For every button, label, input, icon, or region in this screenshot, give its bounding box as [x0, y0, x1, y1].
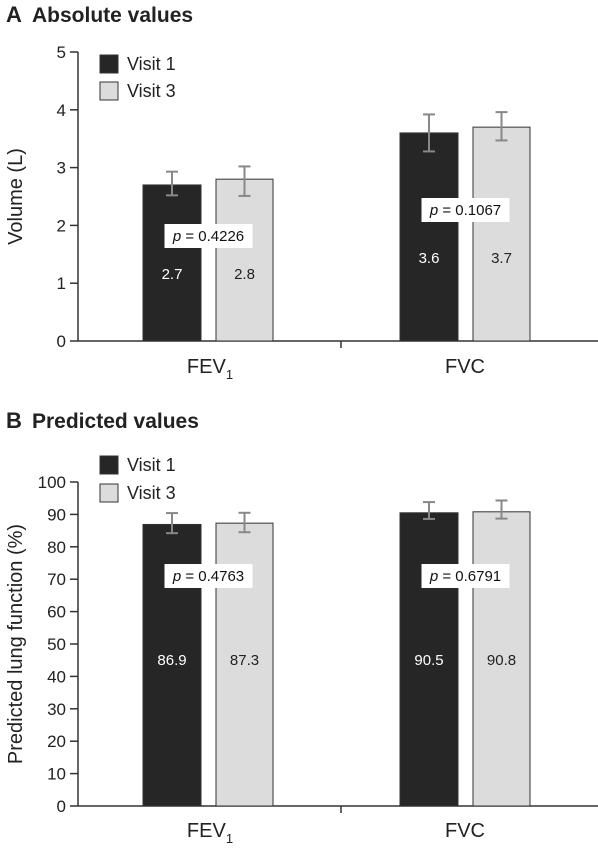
legend-swatch — [99, 455, 119, 475]
y-tick-label: 0 — [57, 332, 66, 351]
data-label: 2.8 — [234, 266, 255, 283]
bar-visit-3 — [472, 126, 531, 342]
bar-visit-3 — [472, 511, 531, 807]
chart-title: Predicted values — [32, 410, 199, 433]
legend-label: Visit 3 — [127, 81, 176, 101]
data-label: 3.6 — [419, 250, 440, 267]
p-symbol: p — [429, 202, 438, 219]
category-main: FVC — [445, 356, 485, 378]
chart-panel-a: A Absolute values 0 1 2 3 4 5 Volume (L) 2.7 3.6 2.… — [5, 2, 598, 382]
category-main: FVC — [445, 820, 485, 842]
bar-visit-3 — [215, 178, 274, 342]
p-symbol: p — [429, 568, 438, 585]
x-category-label: FEV1 — [187, 820, 233, 846]
data-label: 86.9 — [157, 652, 186, 669]
data-label: 87.3 — [230, 652, 259, 669]
legend-swatch — [99, 54, 119, 74]
p-value-box — [164, 224, 253, 248]
y-tick-label: 20 — [47, 732, 66, 751]
y-tick-label: 100 — [38, 473, 66, 492]
y-tick-label: 30 — [47, 700, 66, 719]
x-category-label: FVC — [445, 820, 485, 842]
p-value-box — [421, 564, 510, 588]
y-tick-label: 40 — [47, 667, 66, 686]
bar-visit-1 — [142, 184, 202, 342]
y-tick-label: 2 — [57, 216, 66, 235]
y-tick-label: 90 — [47, 505, 66, 524]
y-tick-label: 3 — [57, 159, 66, 178]
category-subscript: 1 — [226, 367, 233, 382]
data-label: 90.8 — [487, 652, 516, 669]
p-value-label: p = 0.4226 — [172, 228, 244, 245]
chart-title: Absolute values — [32, 4, 193, 27]
legend-label: Visit 1 — [127, 54, 176, 74]
y-tick-label: 4 — [57, 101, 66, 120]
p-value-label: p = 0.6791 — [429, 568, 501, 585]
legend-swatch — [99, 483, 119, 503]
y-tick-label: 10 — [47, 765, 66, 784]
y-tick-label: 80 — [47, 538, 66, 557]
p-number: = 0.4763 — [181, 568, 244, 585]
data-label: 2.7 — [162, 266, 183, 283]
p-value-box — [164, 564, 253, 588]
p-number: = 0.4226 — [181, 228, 244, 245]
p-symbol: p — [172, 568, 181, 585]
chart-panel-b: B Predicted values 0 10 20 30 40 50 60 70 80 90 100 P… — [5, 408, 598, 846]
y-axis-label: Volume (L) — [5, 148, 27, 245]
p-value-box — [421, 198, 510, 222]
p-symbol: p — [172, 228, 181, 245]
panel-letter: A — [6, 2, 22, 27]
y-axis-label: Predicted lung function (%) — [5, 524, 27, 764]
data-label: 90.5 — [414, 652, 443, 669]
p-number: = 0.1067 — [438, 202, 501, 219]
panel-letter: B — [6, 408, 22, 433]
category-main: FEV — [187, 820, 227, 842]
y-tick-label: 50 — [47, 635, 66, 654]
legend-label: Visit 3 — [127, 483, 176, 503]
category-subscript: 1 — [226, 831, 233, 846]
x-category-label: FEV1 — [187, 356, 233, 382]
y-tick-label: 5 — [57, 43, 66, 62]
y-tick-label: 0 — [57, 797, 66, 816]
p-value-label: p = 0.4763 — [172, 568, 244, 585]
legend-swatch — [99, 81, 119, 101]
y-tick-label: 1 — [57, 274, 66, 293]
p-number: = 0.6791 — [438, 568, 501, 585]
x-category-label: FVC — [445, 356, 485, 378]
p-value-label: p = 0.1067 — [429, 202, 501, 219]
y-tick-label: 70 — [47, 570, 66, 589]
bar-visit-1 — [399, 132, 459, 342]
category-main: FEV — [187, 356, 227, 378]
y-tick-label: 60 — [47, 603, 66, 622]
legend-label: Visit 1 — [127, 455, 176, 475]
data-label: 3.7 — [491, 250, 512, 267]
bar-visit-1 — [399, 512, 459, 807]
